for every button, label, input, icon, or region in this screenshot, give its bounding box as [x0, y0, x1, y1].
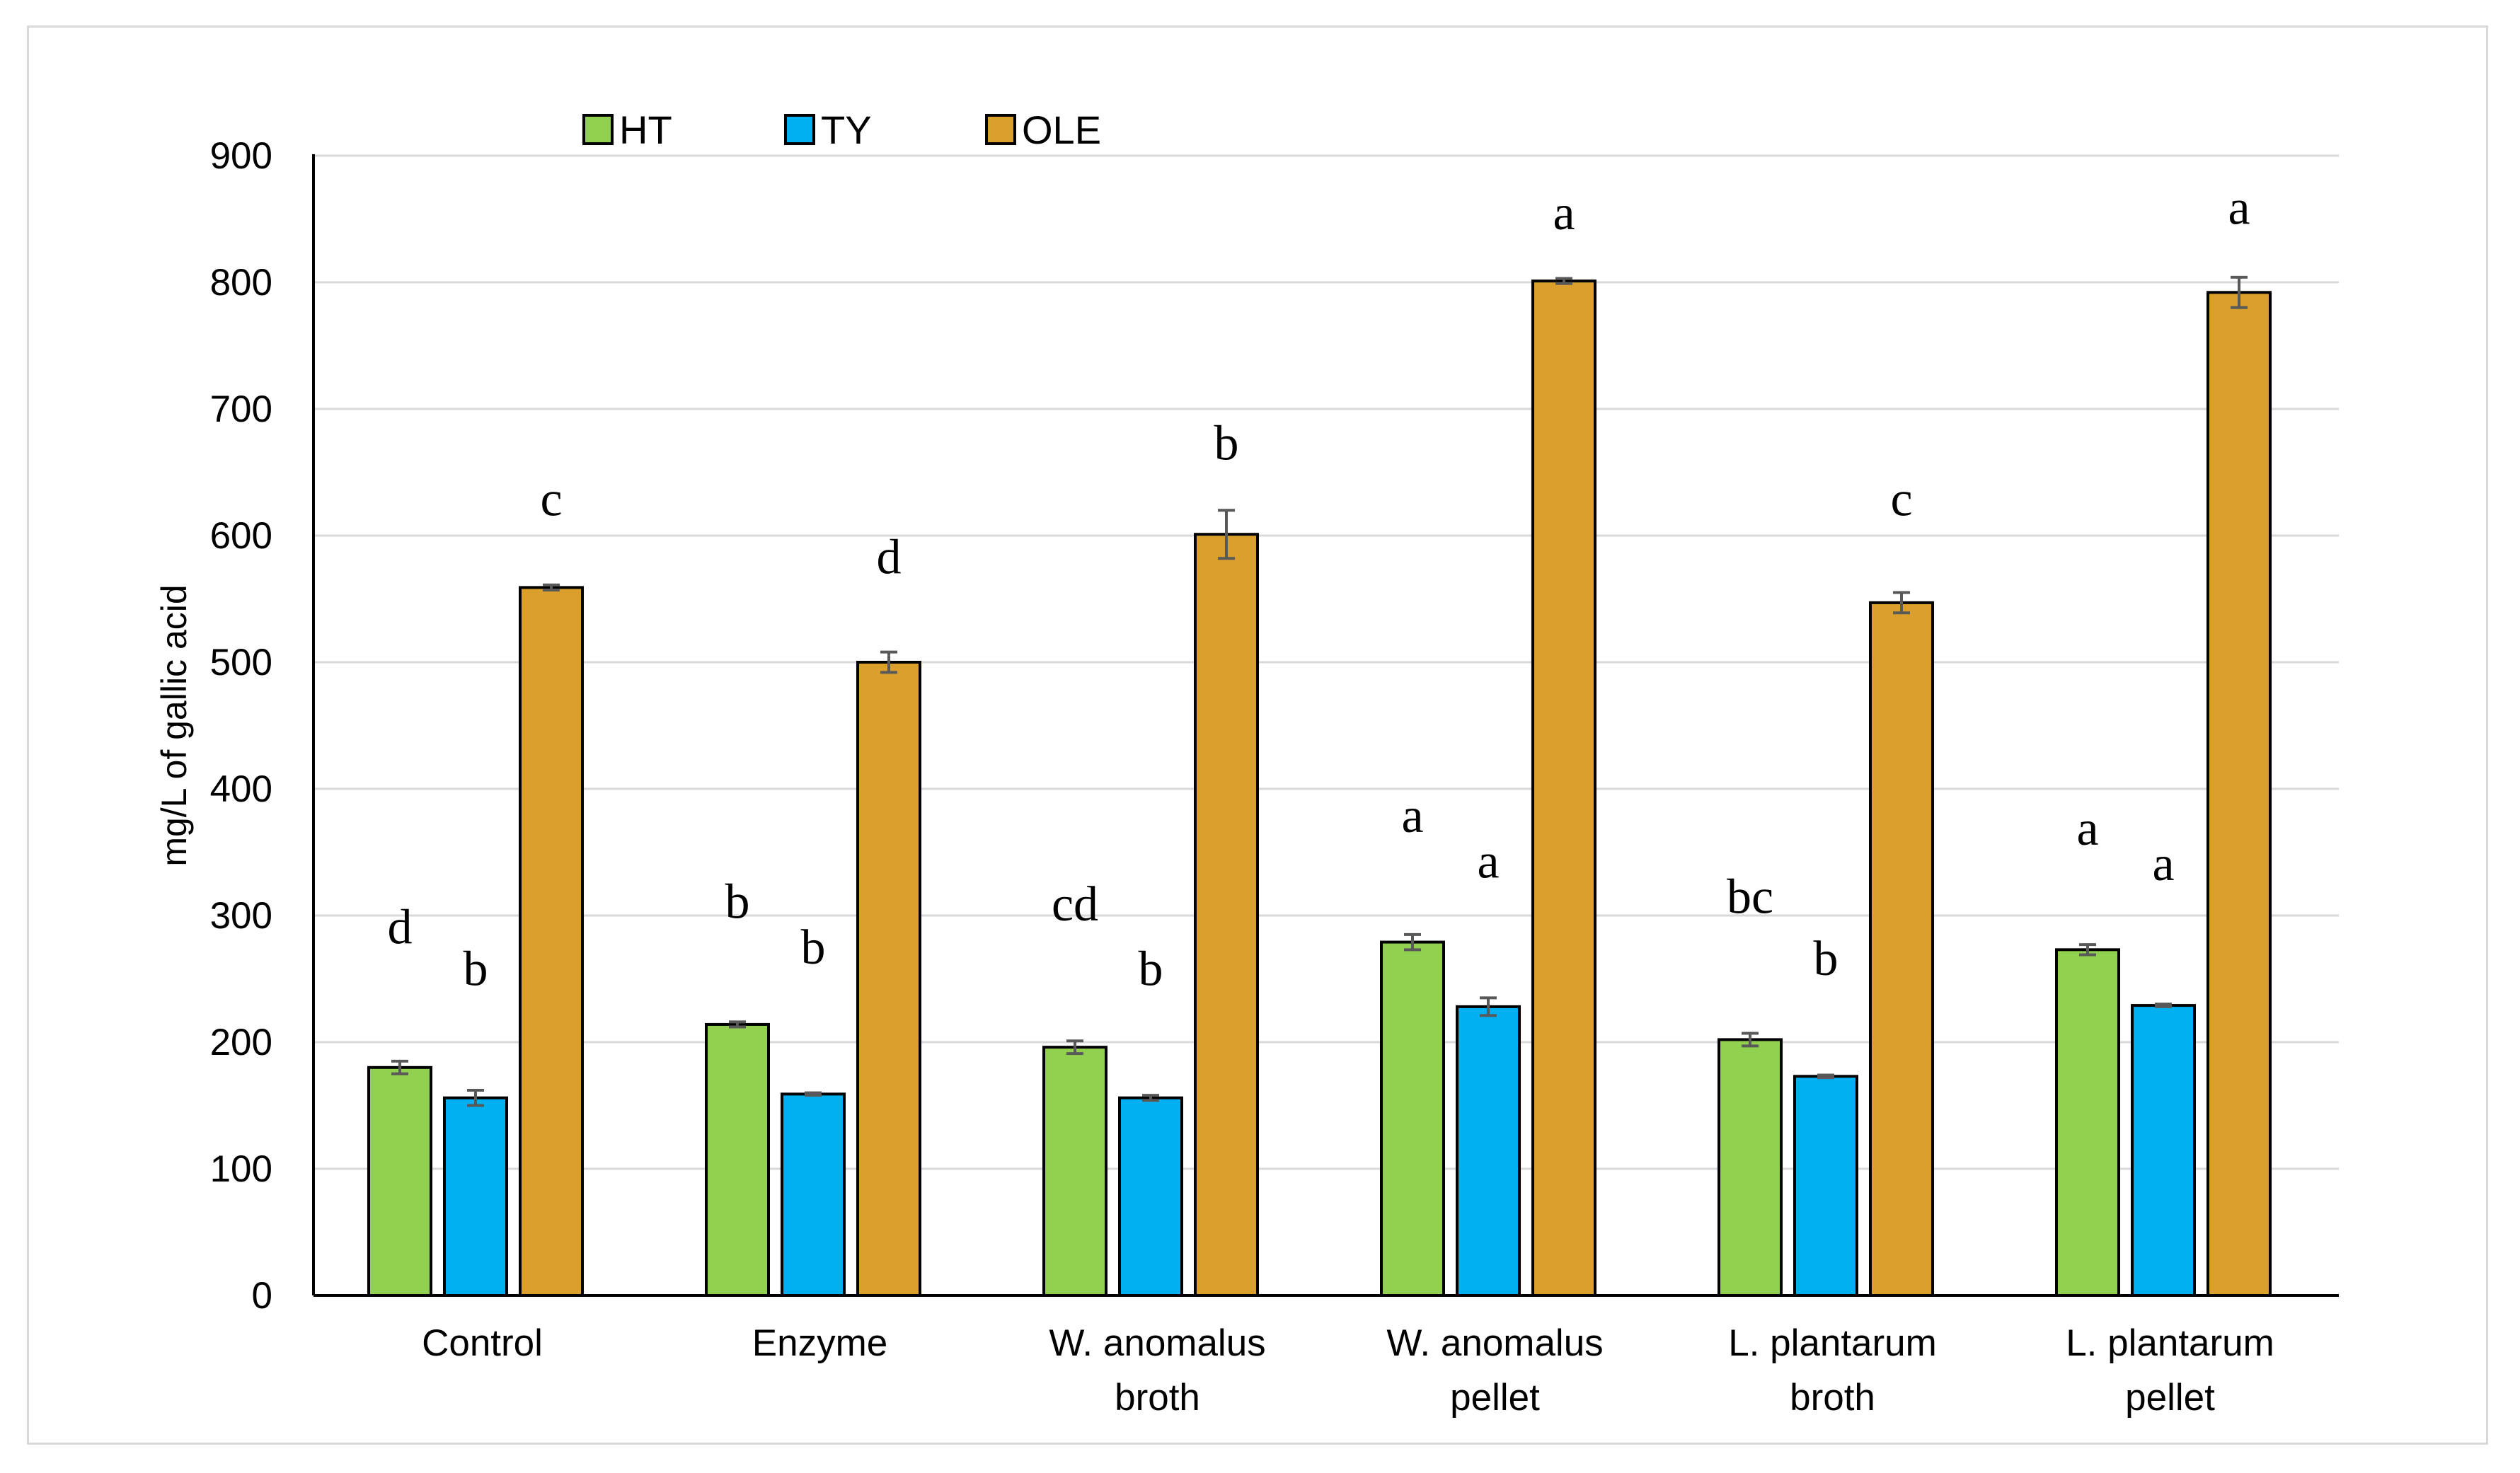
significance-letter: bc	[1727, 870, 1773, 924]
y-tick-label: 800	[210, 262, 272, 304]
significance-letter: a	[1401, 789, 1423, 843]
error-bar	[729, 1020, 746, 1029]
error-bar	[1555, 277, 1572, 285]
legend-label: HT	[619, 108, 672, 152]
error-bar	[2079, 943, 2096, 957]
error-bar	[1893, 591, 1910, 615]
significance-letter: a	[2228, 181, 2250, 236]
error-bar	[2155, 1003, 2172, 1008]
bar-ole	[1531, 279, 1596, 1298]
x-category-label: Control	[422, 1322, 543, 1364]
bar-ty	[781, 1092, 846, 1297]
significance-letter: b	[1214, 417, 1239, 471]
chart-frame: d b cd a bc a b b b a b a c d b a c a 0 100 200 300 400 500 600…	[27, 25, 2488, 1445]
bar-ht	[367, 1065, 432, 1298]
legend-swatch	[985, 114, 1016, 145]
bar-ht	[2055, 948, 2120, 1297]
error-bar	[880, 650, 897, 674]
y-tick-labels: 0 100 200 300 400 500 600 700 800 900	[210, 135, 272, 1317]
significance-letter: b	[801, 920, 826, 975]
x-category-label: pellet	[1450, 1377, 1540, 1419]
legend: HT TY OLE	[582, 108, 1101, 152]
error-bar	[805, 1091, 822, 1097]
significance-letter: b	[464, 942, 488, 996]
error-bar	[467, 1089, 484, 1107]
gridlines	[313, 154, 2339, 1170]
bar-ty	[1118, 1096, 1183, 1297]
legend-item-ty: TY	[784, 108, 872, 152]
legend-item-ole: OLE	[985, 108, 1101, 152]
y-axis-title: mg/L of gallic acid	[154, 584, 194, 866]
legend-swatch	[784, 114, 815, 145]
x-category-label: Enzyme	[752, 1322, 887, 1364]
error-bar	[1480, 996, 1497, 1017]
bar-ole	[856, 661, 921, 1297]
error-bar	[1404, 932, 1421, 952]
bar-ole	[2207, 291, 2272, 1298]
y-tick-label: 700	[210, 388, 272, 430]
error-bar	[2231, 275, 2248, 309]
significance-letter: b	[725, 875, 750, 930]
bar-ole	[519, 586, 584, 1297]
significance-letter: d	[388, 900, 413, 954]
bars	[367, 279, 2272, 1298]
y-tick-label: 100	[210, 1148, 272, 1190]
x-category-label: W. anomalus	[1049, 1322, 1265, 1364]
significance-letter: a	[1553, 186, 1575, 241]
significance-letter: cd	[1052, 877, 1098, 932]
x-category-labels: Control Enzyme W. anomalus broth W. anomalus…	[422, 1322, 2274, 1419]
x-category-label: broth	[1115, 1377, 1200, 1419]
bar-ht	[705, 1022, 770, 1297]
axes	[312, 154, 2339, 1297]
y-tick-label: 500	[210, 642, 272, 683]
significance-letter: a	[1477, 834, 1499, 889]
error-bar	[391, 1059, 408, 1075]
legend-item-ht: HT	[582, 108, 672, 152]
significance-letter: b	[1814, 932, 1839, 986]
error-bar	[1817, 1073, 1834, 1080]
significance-letter: c	[1890, 472, 1912, 526]
y-tick-label: 0	[252, 1275, 272, 1317]
x-category-label: L. plantarum	[1728, 1322, 1937, 1364]
x-category-label: L. plantarum	[2066, 1322, 2274, 1364]
x-category-label: pellet	[2125, 1377, 2215, 1419]
error-bar	[543, 583, 560, 591]
error-bar	[1742, 1032, 1759, 1048]
significance-letter: a	[2076, 802, 2098, 856]
significance-letter: d	[877, 531, 902, 585]
significance-letter: b	[1139, 942, 1163, 996]
bar-ole	[1869, 601, 1934, 1297]
significance-letter: a	[2152, 837, 2174, 891]
error-bar	[1142, 1094, 1159, 1102]
y-tick-label: 600	[210, 515, 272, 557]
y-tick-label: 900	[210, 135, 272, 177]
significance-letter: c	[540, 472, 562, 526]
legend-label: OLE	[1022, 108, 1101, 152]
bar-ty	[2131, 1004, 2196, 1297]
legend-swatch	[582, 114, 614, 145]
y-tick-label: 200	[210, 1022, 272, 1063]
bar-ht	[1380, 940, 1445, 1297]
error-bar	[1218, 509, 1235, 560]
bar-ty	[1456, 1005, 1521, 1297]
bar-ty	[1793, 1075, 1858, 1297]
y-tick-label: 300	[210, 895, 272, 937]
bar-ht	[1718, 1038, 1783, 1298]
x-category-label: broth	[1790, 1377, 1875, 1419]
bar-ty	[443, 1096, 508, 1297]
error-bars	[391, 275, 2248, 1107]
bar-ole	[1194, 533, 1259, 1298]
x-category-label: W. anomalus	[1386, 1322, 1603, 1364]
legend-label: TY	[821, 108, 872, 152]
bar-ht	[1042, 1046, 1107, 1298]
y-tick-label: 400	[210, 768, 272, 810]
error-bar	[1066, 1039, 1083, 1056]
